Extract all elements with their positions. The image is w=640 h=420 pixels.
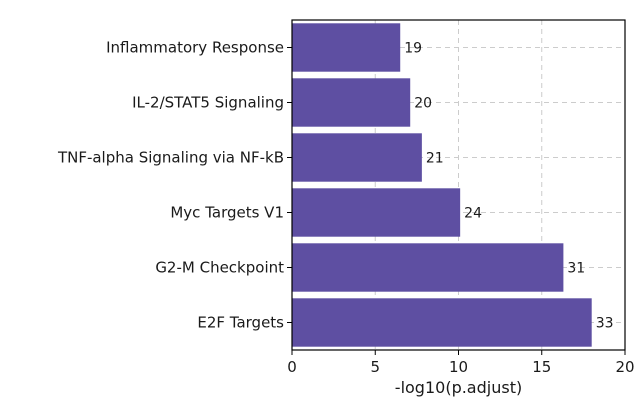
bar [292,23,401,72]
x-tick-label: 20 [615,358,634,376]
bar-value-label: 31 [567,261,585,277]
category-label: IL-2/STAT5 Signaling [132,94,284,112]
category-label: TNF-alpha Signaling via NF-kB [57,149,284,167]
x-tick-label: 5 [370,358,380,376]
bar-value-label: 20 [414,96,432,112]
bar-value-label: 24 [464,206,482,222]
x-tick-label: 15 [532,358,551,376]
category-labels: Inflammatory Response IL-2/STAT5 Signalin… [57,39,292,332]
bar-value-label: 21 [426,151,444,167]
category-label: Inflammatory Response [106,39,284,57]
bar [292,78,411,127]
x-axis-label: -log10(p.adjust) [395,378,522,397]
category-label: E2F Targets [197,314,284,332]
bars: 19 20 21 24 31 33 [292,23,614,347]
category-label: Myc Targets V1 [170,204,284,222]
x-axis-ticks: 0 5 10 15 20 [287,350,635,376]
bar [292,188,461,237]
category-label: G2-M Checkpoint [155,259,284,277]
bar-value-label: 19 [404,41,422,57]
bar [292,298,592,347]
bar-value-label: 33 [596,316,614,332]
x-tick-label: 10 [449,358,468,376]
x-tick-label: 0 [287,358,297,376]
bar [292,133,422,182]
bar [292,243,564,292]
